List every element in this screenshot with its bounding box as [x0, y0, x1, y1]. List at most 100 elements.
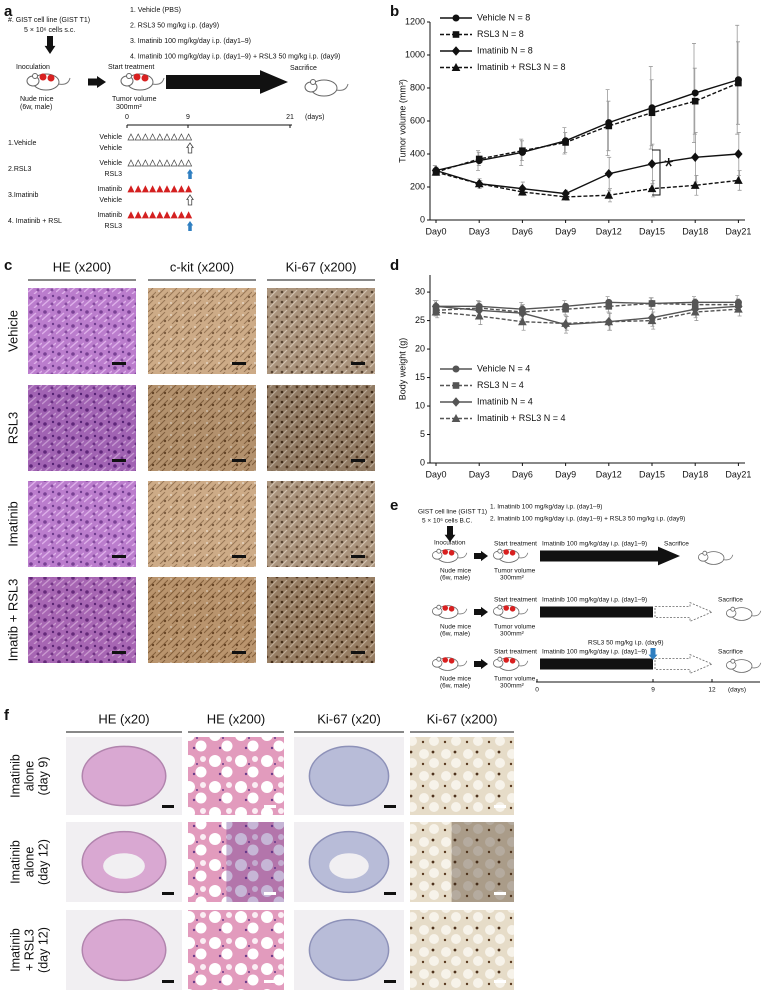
tumor-size: 300mm² — [500, 683, 525, 690]
marker — [452, 382, 460, 389]
dose-triangle — [170, 159, 178, 167]
y-tick-label: 600 — [410, 115, 425, 125]
mouse-icon — [26, 73, 71, 91]
drug: Vehicle — [99, 160, 122, 167]
marker — [561, 192, 570, 201]
mouse-icon — [697, 550, 734, 565]
x-tick-label: Day12 — [596, 469, 622, 479]
dose-triangle — [163, 133, 171, 141]
micrograph — [148, 481, 256, 567]
tumor-size: 300mm² — [500, 631, 525, 638]
treatment: 2. RSL3 50 mg/kg i.p. (day9) — [130, 22, 219, 29]
scale-bar — [162, 980, 174, 983]
row-label: Imatib + RSL3 — [5, 579, 20, 662]
tumor — [509, 658, 516, 664]
x-tick-label: Day21 — [725, 469, 751, 479]
marker — [451, 397, 461, 407]
column-header: c-kit (x200) — [170, 259, 234, 274]
y-tick-label: 200 — [410, 181, 425, 191]
dose-triangle — [127, 159, 135, 167]
group-name: 4. Imatinib + RSL — [8, 218, 62, 225]
step: Start treatment — [494, 597, 537, 604]
legend-label: Imatinib + RSL3 N = 4 — [477, 413, 566, 423]
mouse-tail — [335, 83, 349, 91]
mice-detail: (6w, male) — [440, 631, 470, 638]
marker — [605, 303, 613, 310]
step: Inoculation — [16, 64, 50, 71]
marker — [735, 79, 742, 87]
scale-bar — [232, 555, 246, 558]
micrograph — [267, 481, 375, 567]
treatment: 1. Vehicle (PBS) — [130, 7, 181, 14]
step: Start treatment — [494, 541, 537, 548]
scale-bar — [264, 892, 276, 895]
arrow-up — [186, 221, 194, 231]
drug: Vehicle — [99, 145, 122, 152]
scale-bar — [264, 805, 276, 808]
drug: RSL3 — [104, 223, 122, 230]
marker — [561, 318, 570, 327]
step: Sacrifice — [718, 597, 743, 604]
drug: RSL3 — [104, 171, 122, 178]
marker — [452, 14, 460, 22]
marker — [648, 109, 656, 117]
scale-bar — [384, 805, 396, 808]
mouse-icon — [492, 548, 529, 563]
dose-triangle — [134, 133, 142, 141]
tissue-section — [308, 918, 390, 982]
row-label: + RSL3 — [22, 929, 36, 971]
micrograph — [148, 577, 256, 663]
dose-triangle — [185, 133, 193, 141]
dose-triangle — [177, 159, 185, 167]
y-tick-label: 5 — [420, 429, 425, 439]
x-tick-label: Day21 — [725, 226, 751, 236]
dose-triangle — [170, 211, 178, 219]
dose-triangle — [141, 159, 149, 167]
tumor — [448, 606, 455, 612]
scale-bar — [162, 805, 174, 808]
regimen: Imatinib 100 mg/kg/day i.p. (day1–9) — [542, 649, 647, 656]
column-header: HE (x20) — [98, 711, 149, 726]
y-tick-label: 400 — [410, 148, 425, 158]
micrograph — [28, 385, 136, 471]
mouse-icon — [431, 548, 468, 563]
scale-bar — [112, 459, 126, 462]
marker — [604, 169, 613, 179]
dose-triangle — [185, 185, 193, 193]
x-tick-label: Day9 — [555, 469, 576, 479]
timeline-label: 0 — [535, 687, 539, 694]
scale-bar — [112, 555, 126, 558]
mouse-tail — [151, 77, 165, 85]
x-tick-label: Day3 — [469, 469, 490, 479]
marker — [451, 62, 461, 71]
marker — [734, 175, 743, 184]
drug: Vehicle — [99, 134, 122, 141]
micrograph — [267, 385, 375, 471]
series-line — [435, 302, 739, 313]
micrograph — [148, 288, 256, 374]
mouse-icon — [725, 658, 762, 673]
y-tick-label: 15 — [415, 372, 425, 382]
row-label: Imatinib — [8, 840, 22, 884]
micrograph-shade — [451, 822, 514, 902]
micrograph — [267, 288, 375, 374]
marker — [474, 179, 484, 188]
arrow — [654, 654, 714, 674]
marker — [648, 300, 656, 307]
marker — [604, 190, 614, 199]
scale-bar — [351, 555, 365, 558]
treatment: 4. Imatinib 100 mg/kg/day i.p. (day1–9) … — [130, 53, 340, 60]
marker — [605, 122, 613, 130]
tissue-section — [81, 918, 167, 982]
step: Sacrifice — [290, 65, 317, 72]
timeline-unit: (days) — [728, 687, 746, 694]
group-name: 3.Imatinib — [8, 192, 38, 199]
arrow-down — [44, 36, 56, 54]
scale-bar — [384, 892, 396, 895]
tumor — [442, 657, 448, 663]
panel-letter: b — [390, 3, 399, 20]
marker — [691, 89, 699, 97]
significance-bracket — [652, 149, 661, 196]
legend-label: Imatinib N = 4 — [477, 396, 533, 406]
